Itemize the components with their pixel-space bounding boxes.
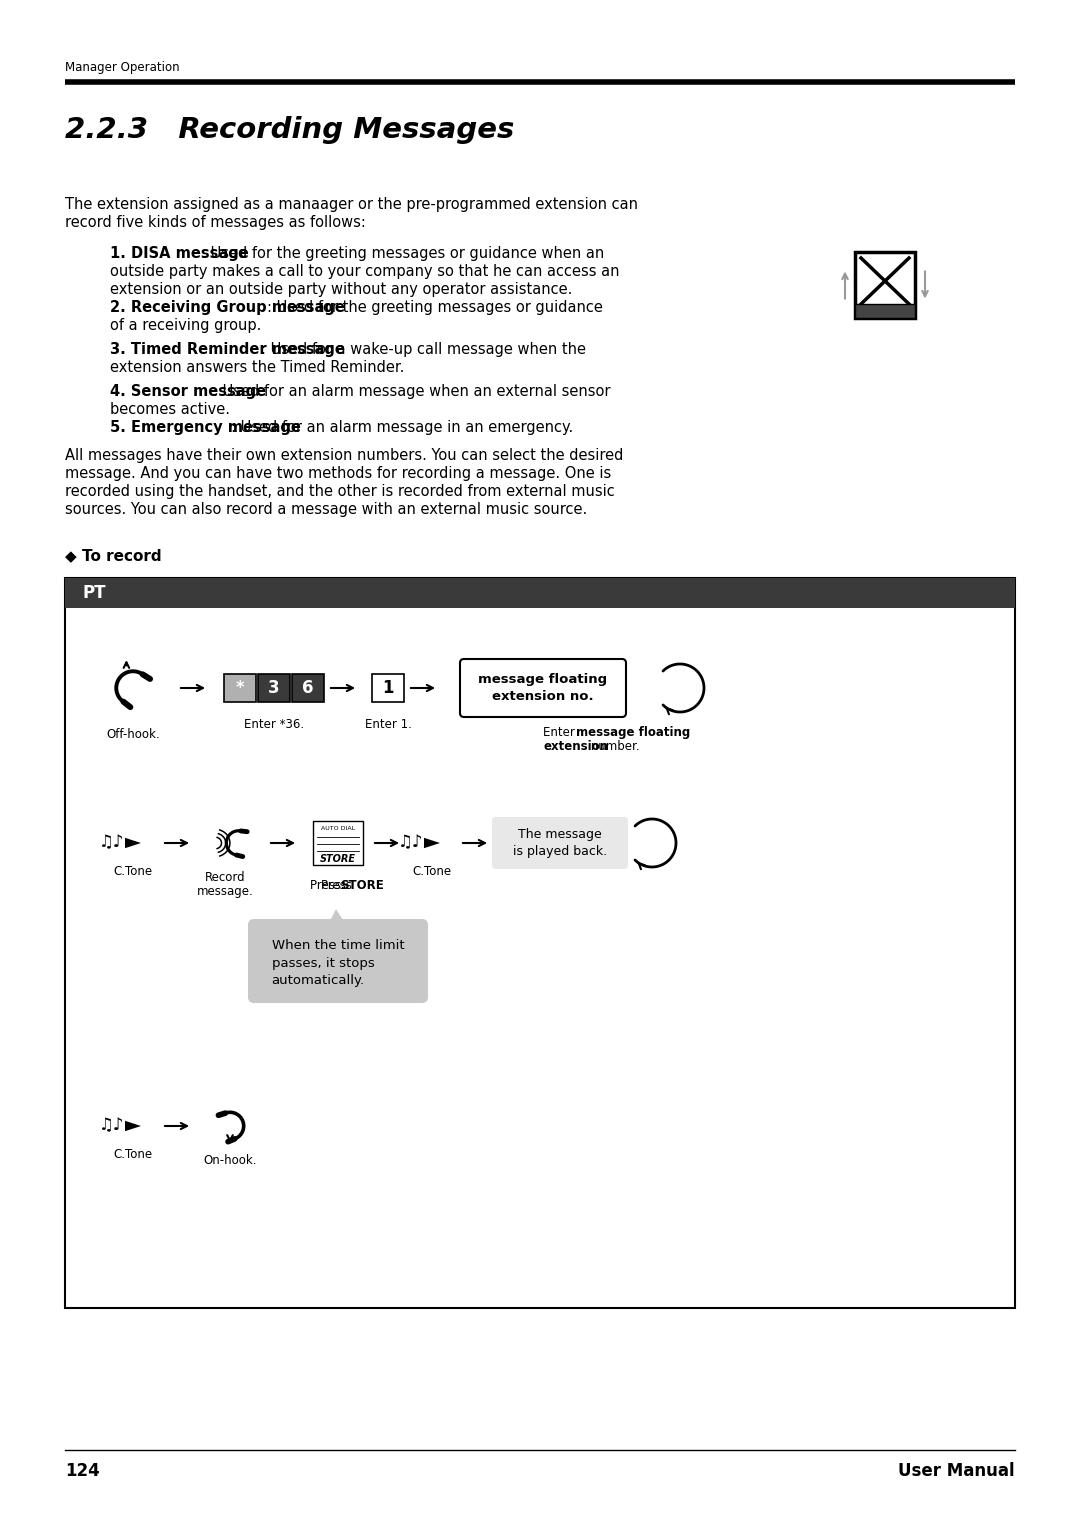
Text: Press: Press xyxy=(310,879,345,892)
Text: : Used for the greeting messages or guidance when an: : Used for the greeting messages or guid… xyxy=(201,246,604,261)
Polygon shape xyxy=(424,837,440,848)
Text: record five kinds of messages as follows:: record five kinds of messages as follows… xyxy=(65,215,366,231)
Polygon shape xyxy=(125,1122,141,1131)
FancyBboxPatch shape xyxy=(292,674,324,701)
Text: 124: 124 xyxy=(65,1462,99,1481)
Text: 2.2.3   Recording Messages: 2.2.3 Recording Messages xyxy=(65,116,514,144)
Text: The extension assigned as a manaager or the pre-programmed extension can: The extension assigned as a manaager or … xyxy=(65,197,638,212)
Text: Enter: Enter xyxy=(543,726,579,740)
Text: All messages have their own extension numbers. You can select the desired: All messages have their own extension nu… xyxy=(65,448,623,463)
FancyBboxPatch shape xyxy=(224,674,256,701)
Text: ♫♪: ♫♪ xyxy=(98,1115,124,1134)
Text: becomes active.: becomes active. xyxy=(110,402,230,417)
FancyBboxPatch shape xyxy=(460,659,626,717)
Text: 4. Sensor message: 4. Sensor message xyxy=(110,384,266,399)
Text: extension: extension xyxy=(543,740,608,753)
Text: STORE: STORE xyxy=(340,879,383,892)
Text: 2. Receiving Group message: 2. Receiving Group message xyxy=(110,299,345,315)
Text: : Used for an alarm message when an external sensor: : Used for an alarm message when an exte… xyxy=(213,384,610,399)
Text: Enter *36.: Enter *36. xyxy=(244,718,305,730)
Text: message.: message. xyxy=(197,885,254,898)
Text: Enter 1.: Enter 1. xyxy=(365,718,411,730)
Polygon shape xyxy=(125,837,141,848)
Text: of a receiving group.: of a receiving group. xyxy=(110,318,261,333)
Text: Record: Record xyxy=(205,871,245,885)
Text: .: . xyxy=(372,879,376,892)
Text: : Used for the greeting messages or guidance: : Used for the greeting messages or guid… xyxy=(267,299,603,315)
Text: message floating
extension no.: message floating extension no. xyxy=(478,674,608,703)
Text: : Used for a wake-up call message when the: : Used for a wake-up call message when t… xyxy=(261,342,586,358)
Text: number.: number. xyxy=(588,740,639,753)
Text: 1: 1 xyxy=(382,678,394,697)
Text: 1. DISA message: 1. DISA message xyxy=(110,246,248,261)
Text: : Used for an alarm message in an emergency.: : Used for an alarm message in an emerge… xyxy=(231,420,573,435)
FancyBboxPatch shape xyxy=(65,578,1015,608)
Text: 6: 6 xyxy=(302,678,314,697)
Text: When the time limit
passes, it stops
automatically.: When the time limit passes, it stops aut… xyxy=(272,940,404,987)
FancyBboxPatch shape xyxy=(492,817,627,869)
Text: sources. You can also record a message with an external music source.: sources. You can also record a message w… xyxy=(65,503,588,516)
Text: 3. Timed Reminder message: 3. Timed Reminder message xyxy=(110,342,345,358)
Text: ♫♪: ♫♪ xyxy=(98,833,124,851)
Text: C.Tone: C.Tone xyxy=(413,865,451,879)
Text: User Manual: User Manual xyxy=(899,1462,1015,1481)
Text: On-hook.: On-hook. xyxy=(203,1154,257,1167)
Text: extension answers the Timed Reminder.: extension answers the Timed Reminder. xyxy=(110,361,404,374)
Text: PT: PT xyxy=(83,584,107,602)
Text: 5. Emergency message: 5. Emergency message xyxy=(110,420,301,435)
FancyBboxPatch shape xyxy=(248,918,428,1002)
Text: 3: 3 xyxy=(268,678,280,697)
Text: *: * xyxy=(235,678,244,697)
Text: AUTO DIAL: AUTO DIAL xyxy=(321,825,355,831)
FancyBboxPatch shape xyxy=(313,821,363,865)
Text: Manager Operation: Manager Operation xyxy=(65,61,179,75)
Text: The message
is played back.: The message is played back. xyxy=(513,828,607,857)
Text: message. And you can have two methods for recording a message. One is: message. And you can have two methods fo… xyxy=(65,466,611,481)
Text: ♫♪: ♫♪ xyxy=(397,833,423,851)
Text: extension or an outside party without any operator assistance.: extension or an outside party without an… xyxy=(110,283,572,296)
Text: message floating: message floating xyxy=(576,726,690,740)
FancyBboxPatch shape xyxy=(258,674,291,701)
Text: ◆ To record: ◆ To record xyxy=(65,549,162,562)
FancyBboxPatch shape xyxy=(372,674,404,701)
FancyBboxPatch shape xyxy=(855,252,915,318)
Text: Off-hook.: Off-hook. xyxy=(106,727,160,741)
Text: outside party makes a call to your company so that he can access an: outside party makes a call to your compa… xyxy=(110,264,620,280)
FancyBboxPatch shape xyxy=(855,304,915,318)
Polygon shape xyxy=(328,909,346,924)
Text: C.Tone: C.Tone xyxy=(113,865,152,879)
Text: STORE: STORE xyxy=(320,854,356,863)
Text: C.Tone: C.Tone xyxy=(113,1148,152,1161)
FancyBboxPatch shape xyxy=(65,578,1015,1308)
Text: Press: Press xyxy=(321,879,355,892)
Text: recorded using the handset, and the other is recorded from external music: recorded using the handset, and the othe… xyxy=(65,484,615,500)
